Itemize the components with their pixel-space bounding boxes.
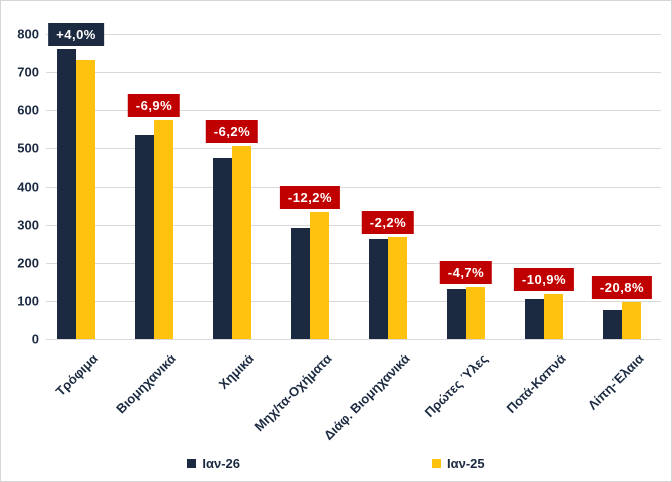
bar-Ιαν-26-2	[213, 157, 232, 339]
legend: Ιαν-26 Ιαν-25	[1, 456, 671, 471]
bar-Ιαν-25-0	[76, 60, 95, 339]
change-label-3: -12,2%	[279, 186, 341, 210]
gridline-100	[46, 301, 661, 302]
change-label-5: -4,7%	[439, 261, 493, 285]
bar-Ιαν-26-3	[291, 227, 310, 339]
y-tick-label-300: 300	[17, 217, 39, 233]
y-tick-label-800: 800	[17, 26, 39, 42]
bar-Ιαν-25-4	[388, 236, 407, 339]
y-tick-label-500: 500	[17, 140, 39, 156]
legend-item-Ιαν-26: Ιαν-26	[187, 456, 240, 471]
legend-swatch-Ιαν-26	[187, 459, 197, 468]
gridline-500	[46, 148, 661, 149]
y-tick-label-600: 600	[17, 102, 39, 118]
gridline-0	[46, 339, 661, 340]
bar-Ιαν-26-7	[603, 310, 622, 339]
y-tick-label-700: 700	[17, 64, 39, 80]
bar-Ιαν-26-5	[447, 289, 466, 339]
bar-Ιαν-25-3	[310, 212, 329, 339]
gridline-300	[46, 225, 661, 226]
gridline-700	[46, 72, 661, 73]
gridline-400	[46, 187, 661, 188]
change-label-6: -10,9%	[513, 268, 575, 291]
y-tick-label-100: 100	[17, 293, 39, 309]
bar-Ιαν-26-0	[57, 49, 76, 339]
y-tick-label-0: 0	[31, 331, 39, 347]
legend-item-Ιαν-25: Ιαν-25	[432, 456, 485, 471]
gridline-800	[46, 34, 661, 35]
legend-label-Ιαν-25: Ιαν-25	[447, 456, 485, 471]
bar-Ιαν-26-1	[135, 135, 154, 339]
bar-Ιαν-25-6	[544, 294, 563, 339]
bar-Ιαν-26-4	[369, 239, 388, 339]
legend-swatch-Ιαν-25	[432, 459, 441, 468]
change-label-2: -6,2%	[205, 119, 259, 143]
legend-label-Ιαν-26: Ιαν-26	[202, 456, 240, 471]
y-tick-label-400: 400	[17, 179, 39, 195]
bar-Ιαν-26-6	[525, 298, 544, 339]
change-label-4: -2,2%	[361, 210, 415, 234]
gridline-600	[46, 110, 661, 111]
bar-Ιαν-25-1	[154, 119, 173, 339]
gridline-200	[46, 263, 661, 264]
bar-Ιαν-25-2	[232, 145, 251, 339]
bar-Ιαν-25-5	[466, 287, 485, 339]
bar-Ιαν-25-7	[622, 302, 641, 339]
change-label-1: -6,9%	[127, 93, 181, 117]
change-label-7: -20,8%	[591, 276, 653, 300]
y-tick-label-200: 200	[17, 255, 39, 271]
change-label-0: +4,0%	[48, 23, 104, 47]
